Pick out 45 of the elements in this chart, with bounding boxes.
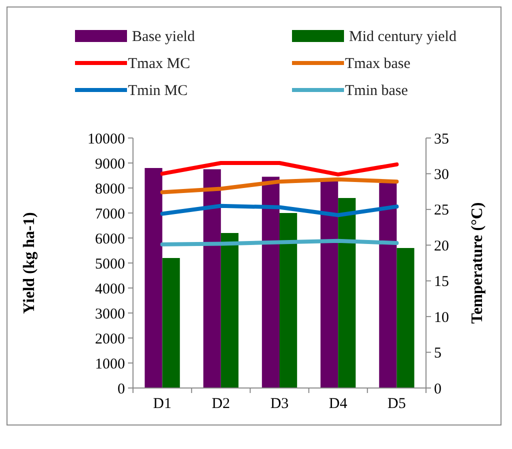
legend-label: Tmin MC <box>128 83 188 99</box>
y2-tick-label: 20 <box>434 238 449 254</box>
bar <box>320 180 338 388</box>
legend-label: Tmax MC <box>128 56 190 72</box>
y2-tick-label: 30 <box>434 166 449 183</box>
y-tick-label: 2000 <box>95 331 125 348</box>
y-tick-label: 4000 <box>95 281 125 298</box>
x-tick-label: D1 <box>153 396 172 412</box>
y-tick-label: 6000 <box>95 231 125 248</box>
y2-tick-label: 10 <box>434 310 449 326</box>
y-tick-label: 1000 <box>95 356 125 372</box>
legend-label: Tmin base <box>345 83 408 99</box>
bar <box>280 213 298 388</box>
y2-axis-title: Temperature (°C) <box>469 202 486 324</box>
line-series <box>160 177 399 194</box>
x-tick-label: D3 <box>270 396 289 412</box>
x-tick-label: D2 <box>212 396 230 412</box>
y2-tick-label: 15 <box>434 274 449 290</box>
bar <box>220 233 238 388</box>
legend-label: Tmax base <box>345 56 411 72</box>
bar <box>379 183 397 388</box>
line-series <box>160 204 399 218</box>
y2-tick-label: 5 <box>434 346 442 362</box>
bar <box>338 198 356 388</box>
legend-label: Base yield <box>132 29 196 45</box>
legend-label: Mid century yield <box>349 29 457 45</box>
y-tick-label: 9000 <box>95 156 125 172</box>
y2-tick-label: 25 <box>434 202 449 219</box>
bar <box>144 168 162 388</box>
y-tick-label: 10000 <box>88 131 125 148</box>
x-tick-label: D5 <box>388 396 406 412</box>
y-tick-label: 7000 <box>95 206 125 222</box>
y2-tick-label: 0 <box>434 381 442 398</box>
y-tick-label: 0 <box>118 381 125 398</box>
bar <box>162 258 180 388</box>
y-tick-label: 3000 <box>95 306 125 322</box>
y-tick-label: 5000 <box>95 256 125 272</box>
bar <box>396 248 414 388</box>
bar <box>262 176 280 388</box>
line-series <box>160 161 399 176</box>
y2-tick-label: 35 <box>434 131 449 148</box>
x-tick-label: D4 <box>328 396 348 412</box>
y-axis-title: Yield (kg ha-1) <box>21 212 38 314</box>
bar <box>203 169 221 388</box>
y-tick-label: 8000 <box>95 181 125 198</box>
